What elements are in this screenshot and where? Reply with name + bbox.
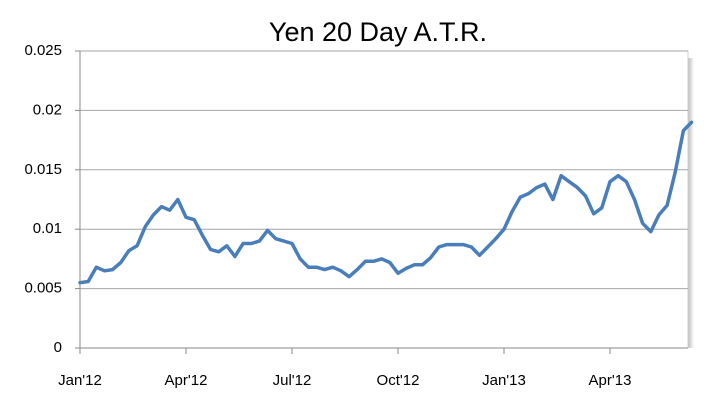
y-tick-label: 0 — [54, 339, 62, 356]
x-tick-label: Jan'13 — [482, 372, 526, 389]
y-tick-label: 0.025 — [24, 42, 62, 59]
plot-shadow — [688, 58, 694, 348]
y-tick-label: 0.02 — [33, 101, 62, 118]
chart-title: Yen 20 Day A.T.R. — [269, 17, 487, 47]
x-tick-label: Apr'12 — [165, 372, 208, 389]
x-tick-label: Jul'12 — [273, 372, 312, 389]
y-tick-label: 0.01 — [33, 220, 62, 237]
x-tick-label: Apr'13 — [589, 372, 632, 389]
y-tick-label: 0.015 — [24, 161, 62, 178]
y-tick-label: 0.005 — [24, 280, 62, 297]
x-tick-label: Oct'12 — [377, 372, 420, 389]
data-line — [78, 120, 694, 285]
x-tick-label: Jan'12 — [58, 372, 102, 389]
plot-area — [79, 50, 689, 349]
